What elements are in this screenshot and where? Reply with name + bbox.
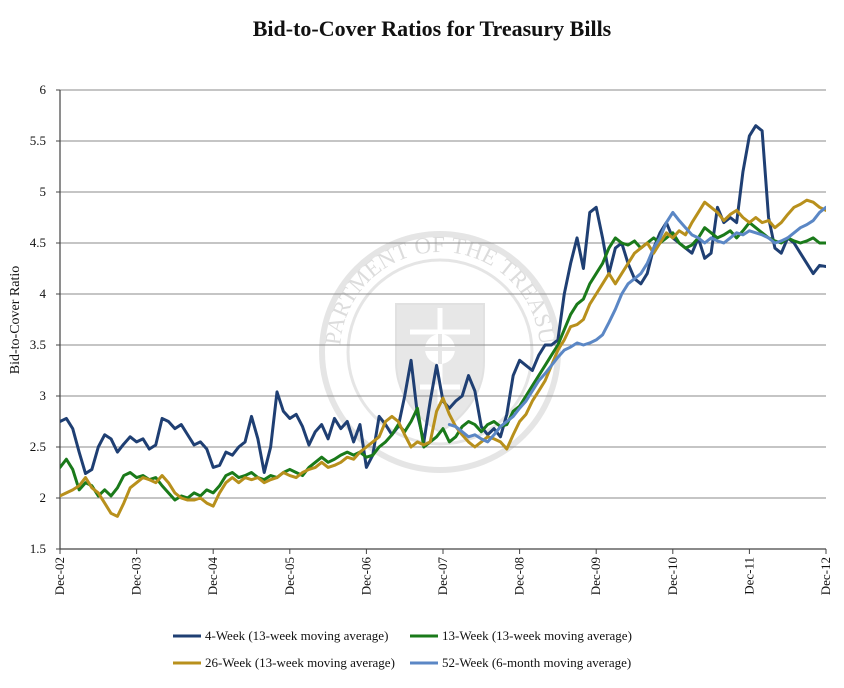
legend-label: 26-Week (13-week moving average) [205, 655, 395, 670]
legend-item: 26-Week (13-week moving average) [173, 655, 395, 670]
legend: 4-Week (13-week moving average) 13-Week (… [173, 628, 632, 670]
legend-label: 13-Week (13-week moving average) [442, 628, 632, 643]
x-tick-label: Dec-02 [52, 557, 67, 595]
x-tick-label: Dec-07 [435, 557, 450, 596]
y-tick-label: 5.5 [30, 133, 46, 148]
y-tick-label: 3.5 [30, 337, 46, 352]
legend-label: 52-Week (6-month moving average) [442, 655, 631, 670]
x-tick-label: Dec-05 [282, 557, 297, 595]
y-tick-label: 4 [40, 286, 47, 301]
legend-item: 52-Week (6-month moving average) [410, 655, 631, 670]
y-tick-label: 4.5 [30, 235, 46, 250]
x-tick-label: Dec-10 [665, 557, 680, 595]
x-tick-label: Dec-08 [512, 557, 527, 595]
x-tick-label: Dec-09 [588, 557, 603, 595]
x-tick-label: Dec-04 [205, 557, 220, 596]
series-line-3 [60, 198, 826, 518]
y-tick-label: 2.5 [30, 439, 46, 454]
x-tick-label: Dec-11 [741, 557, 756, 595]
series-layer [60, 124, 826, 518]
y-axis-ticks: 1.5 2 2.5 3 3.5 4 4.5 5 5.5 6 [30, 82, 60, 556]
chart-title: Bid-to-Cover Ratios for Treasury Bills [253, 16, 612, 41]
y-tick-label: 6 [40, 82, 47, 97]
y-axis-label: Bid-to-Cover Ratio [8, 266, 23, 375]
y-tick-label: 3 [40, 388, 47, 403]
x-tick-label: Dec-03 [129, 557, 144, 595]
legend-item: 13-Week (13-week moving average) [410, 628, 632, 643]
y-tick-label: 5 [40, 184, 47, 199]
legend-label: 4-Week (13-week moving average) [205, 628, 388, 643]
x-tick-label: Dec-12 [818, 557, 833, 595]
y-tick-label: 1.5 [30, 541, 46, 556]
series-line-4 [447, 205, 826, 444]
x-axis-ticks: Dec-02 Dec-03 Dec-04 Dec-05 Dec-06 Dec-07 Dec-… [52, 549, 833, 595]
x-tick-label: Dec-06 [358, 557, 373, 596]
y-tick-label: 2 [40, 490, 47, 505]
legend-item: 4-Week (13-week moving average) [173, 628, 388, 643]
